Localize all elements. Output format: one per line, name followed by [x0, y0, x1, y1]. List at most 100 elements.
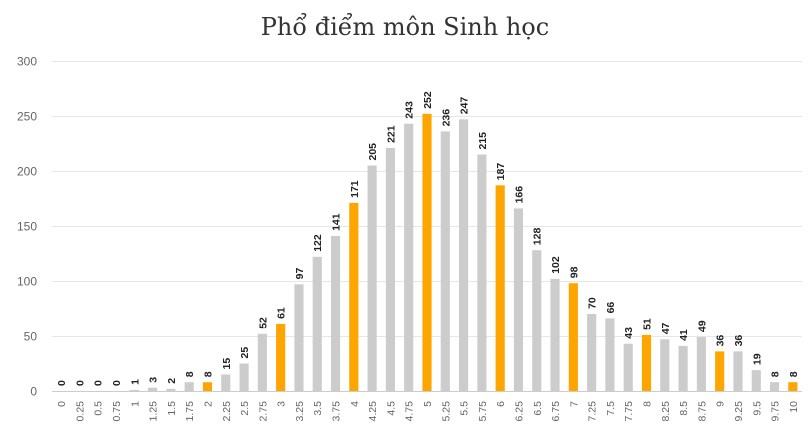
x-tick-label: 3.75 — [331, 401, 343, 422]
x-tick-label: 5 — [422, 401, 434, 407]
data-label: 15 — [221, 358, 233, 370]
x-tick-label: 6.75 — [550, 401, 562, 422]
x-tick-label: 9.75 — [770, 401, 782, 422]
bar — [587, 314, 597, 391]
bar — [788, 382, 798, 391]
x-tick-label: 5.5 — [459, 401, 471, 416]
bar — [477, 154, 487, 391]
bar — [715, 351, 725, 391]
y-tick-label: 300 — [17, 55, 37, 69]
bar — [367, 165, 377, 391]
data-label: 128 — [532, 228, 544, 246]
bar — [605, 318, 615, 391]
bar — [495, 185, 505, 391]
data-label: 205 — [367, 143, 379, 161]
x-tick-label: 2 — [202, 401, 214, 407]
bar — [660, 339, 670, 391]
data-label: 0 — [93, 380, 105, 386]
data-label: 47 — [660, 322, 672, 334]
y-tick-label: 250 — [17, 110, 37, 124]
x-tick-label: 0 — [56, 401, 68, 407]
x-tick-label: 4 — [349, 401, 361, 407]
x-tick-label: 4.75 — [404, 401, 416, 422]
bar — [257, 333, 267, 391]
bars — [129, 113, 798, 392]
bar — [623, 343, 633, 391]
x-tick-label: 4.25 — [367, 401, 379, 422]
x-tick-label: 6.25 — [513, 401, 525, 422]
x-tick-label: 9 — [715, 401, 727, 407]
bar — [166, 388, 176, 391]
data-label: 236 — [440, 109, 452, 127]
data-label: 2 — [166, 378, 178, 384]
x-tick-label: 6.5 — [532, 401, 544, 416]
bar — [184, 382, 194, 391]
x-tick-label: 8 — [642, 401, 654, 407]
bar — [733, 351, 743, 391]
data-labels: 0 0 0 0 1 3 28 81525526197122141171205221243252… — [56, 91, 800, 386]
data-label: 166 — [513, 186, 525, 204]
x-tick-label: 8.25 — [660, 401, 672, 422]
x-tick-label: 2.25 — [221, 401, 233, 422]
x-axis-ticks: 0 0.25 0.5 0.75 1 1.25 1.5 1.75 2 2.25 2.5 2.75 3 3.2… — [56, 401, 800, 422]
bar — [550, 278, 560, 391]
data-label: 49 — [696, 320, 708, 332]
data-label: 52 — [257, 317, 269, 329]
x-tick-label: 7.25 — [587, 401, 599, 422]
bar — [294, 284, 304, 391]
x-tick-label: 10 — [788, 401, 800, 413]
bar — [641, 334, 652, 391]
chart-title: Phổ điểm môn Sinh học — [261, 12, 549, 41]
x-tick-label: 6 — [495, 401, 507, 407]
data-label: 0 — [111, 380, 123, 386]
x-tick-label: 4.5 — [385, 401, 397, 416]
x-tick-label: 8.5 — [678, 401, 690, 416]
bar — [385, 147, 395, 391]
bar — [422, 113, 432, 392]
bar — [769, 382, 780, 391]
y-tick-label: 200 — [17, 165, 37, 179]
x-tick-label: 7.75 — [623, 401, 635, 422]
x-tick-label: 3.25 — [294, 401, 306, 422]
data-label: 66 — [605, 302, 617, 314]
y-tick-label: 100 — [17, 275, 37, 289]
bar — [696, 337, 706, 391]
x-tick-label: 0.75 — [111, 401, 123, 422]
y-tick-label: 150 — [17, 220, 37, 234]
x-tick-label: 5.25 — [440, 401, 452, 422]
data-label: 221 — [385, 125, 397, 143]
y-tick-label: 0 — [30, 385, 37, 399]
data-label: 243 — [404, 101, 416, 119]
x-tick-label: 1.25 — [148, 401, 160, 422]
bar — [568, 283, 578, 391]
bar — [202, 382, 213, 391]
data-label: 171 — [349, 180, 361, 198]
data-label: 98 — [568, 266, 580, 278]
data-label: 8 — [184, 371, 196, 377]
bar — [404, 123, 414, 391]
x-tick-label: 1.5 — [166, 401, 178, 416]
data-label: 122 — [312, 234, 324, 252]
x-tick-label: 7.5 — [605, 401, 617, 416]
x-tick-label: 2.75 — [257, 401, 269, 422]
data-label: 0 — [74, 380, 86, 386]
y-axis-ticks: 0 50 100 150 200 250 300 — [17, 55, 37, 399]
x-tick-label: 7 — [568, 401, 580, 407]
data-label: 19 — [751, 353, 763, 365]
x-tick-label: 3.5 — [312, 401, 324, 416]
data-label: 36 — [715, 335, 727, 347]
x-tick-label: 1.75 — [184, 401, 196, 422]
bar — [148, 387, 158, 391]
bar — [129, 389, 139, 391]
data-label: 25 — [239, 347, 251, 359]
bar — [751, 370, 761, 391]
data-label: 43 — [623, 327, 635, 339]
x-tick-label: 2.5 — [239, 401, 251, 416]
data-label: 1 — [129, 379, 141, 385]
data-label: 70 — [587, 297, 599, 309]
data-label: 51 — [642, 318, 654, 330]
x-tick-label: 0.25 — [74, 401, 86, 422]
x-tick-label: 9.5 — [751, 401, 763, 416]
bar — [312, 256, 322, 391]
